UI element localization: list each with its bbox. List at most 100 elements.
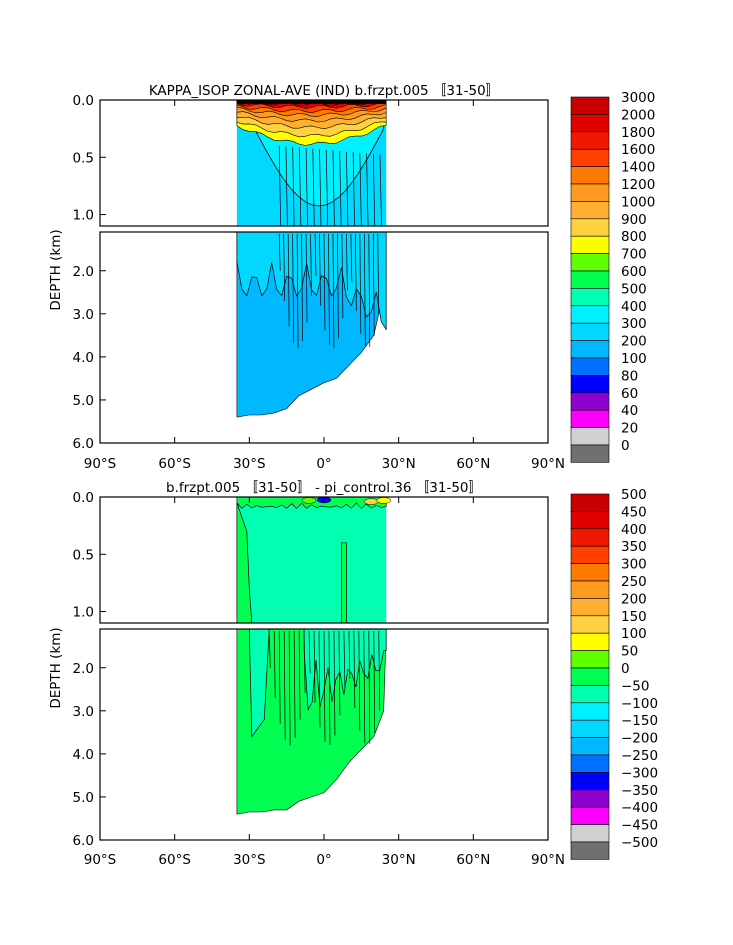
field-upper xyxy=(236,496,391,624)
colorbar-label: −350 xyxy=(621,783,658,799)
contour-line xyxy=(292,146,295,227)
colorbar-label: 20 xyxy=(621,421,638,437)
colorbar-label: 1400 xyxy=(621,160,655,176)
contour-line xyxy=(308,630,311,674)
chart-title: b.frzpt.005 〚31-50〛 - pi_control.36 〚31-… xyxy=(166,480,482,496)
y-tick-label: 0.5 xyxy=(73,150,94,166)
y-tick-label: 6.0 xyxy=(73,833,94,849)
chart-title: KAPPA_ISOP ZONAL-AVE (IND) b.frzpt.005 〚… xyxy=(149,83,499,99)
field-upper-anomaly xyxy=(301,497,317,504)
colorbar-label: 1600 xyxy=(621,142,655,158)
colorbar-swatch xyxy=(570,322,610,341)
colorbar-label: 200 xyxy=(621,334,647,350)
y-tick-label: 4.0 xyxy=(73,350,94,366)
y-tick-label: 1.0 xyxy=(73,605,94,621)
field-upper-column xyxy=(341,542,347,624)
colorbar: 3000200018001600140012001000900800700600… xyxy=(570,90,655,463)
colorbar-label: −500 xyxy=(621,835,658,851)
contour-line xyxy=(348,630,351,679)
colorbar-swatch xyxy=(570,789,610,808)
contour-line xyxy=(310,233,312,296)
y-tick-label: 4.0 xyxy=(73,747,94,763)
x-tick-label: 90°S xyxy=(84,456,117,472)
colorbar-swatch xyxy=(570,392,610,411)
y-axis-label: DEPTH (km) xyxy=(48,627,64,708)
colorbar-swatch xyxy=(570,235,610,254)
contour-line xyxy=(325,149,329,227)
y-tick-label: 1.0 xyxy=(73,208,94,224)
contour-line xyxy=(305,148,308,227)
contour-line xyxy=(333,630,336,736)
contour-line xyxy=(378,630,381,711)
x-tick-label: 90°N xyxy=(531,852,565,868)
field-upper-base xyxy=(236,497,387,623)
x-tick-label: 0° xyxy=(316,456,331,472)
y-axis-label: DEPTH (km) xyxy=(48,229,64,310)
colorbar-swatch xyxy=(570,545,610,564)
contour-streaks xyxy=(268,630,381,746)
colorbar-swatch xyxy=(570,340,610,359)
contour-line xyxy=(359,152,362,227)
contour-line xyxy=(332,233,335,348)
colorbar-swatch xyxy=(570,667,610,686)
colorbar-swatch xyxy=(570,806,610,825)
colorbar-label: 900 xyxy=(621,212,647,228)
contour-line xyxy=(303,630,306,693)
y-tick-label: 2.0 xyxy=(73,661,94,677)
contour-line xyxy=(298,630,301,720)
colorbar-label: 2000 xyxy=(621,107,655,123)
contour-line xyxy=(363,630,366,744)
x-tick-label: 0° xyxy=(316,852,331,868)
colorbar-label: 50 xyxy=(621,644,638,660)
colorbar-swatch xyxy=(570,493,610,512)
colorbar-label: 400 xyxy=(621,522,647,538)
contour-line xyxy=(346,151,349,227)
colorbar-label: 0 xyxy=(621,661,630,677)
colorbar-label: −400 xyxy=(621,800,658,816)
colorbar-label: 100 xyxy=(621,351,647,367)
y-tick-label: 6.0 xyxy=(73,436,94,452)
y-tick-label: 5.0 xyxy=(73,790,94,806)
colorbar-swatch xyxy=(570,650,610,669)
colorbar-label: −200 xyxy=(621,731,658,747)
colorbar-label: 600 xyxy=(621,264,647,280)
contour-line xyxy=(377,233,380,314)
contour-line xyxy=(368,233,371,348)
contour-line xyxy=(287,233,290,327)
contour-streaks xyxy=(278,145,382,349)
field-upper-strip xyxy=(236,502,253,624)
colorbar-swatch xyxy=(570,580,610,599)
colorbar-swatch xyxy=(570,270,610,289)
contour-line xyxy=(323,630,326,742)
contour-line xyxy=(339,150,342,227)
colorbar-swatch xyxy=(570,114,610,133)
contour-line xyxy=(373,630,376,733)
colorbar-label: 60 xyxy=(621,386,638,402)
colorbar-swatch xyxy=(570,511,610,530)
x-tick-label: 60°S xyxy=(158,852,191,868)
colorbar-swatch xyxy=(570,427,610,446)
colorbar-label: −450 xyxy=(621,818,658,834)
colorbar: 500450400350300250200150100500−50−100−15… xyxy=(570,487,658,860)
contour-line xyxy=(283,233,286,302)
field-upper-anomaly xyxy=(376,497,391,504)
y-tick-label: 2.0 xyxy=(73,264,94,280)
contour-line xyxy=(353,630,356,708)
colorbar-swatch xyxy=(570,719,610,738)
colorbar-swatch xyxy=(570,183,610,202)
contour-line xyxy=(372,153,376,227)
contour-line xyxy=(268,630,271,668)
colorbar-swatch xyxy=(570,375,610,394)
y-tick-label: 0.0 xyxy=(73,490,94,506)
x-tick-label: 30°N xyxy=(382,852,416,868)
contour-line xyxy=(278,145,282,227)
chart-panel-1: 90°S 60°S 30°S 0° 30°N 60°N 90°N 0.0 0.5 1.0 2.0 3.… xyxy=(48,83,655,472)
x-tick-label: 30°N xyxy=(382,456,416,472)
colorbar-swatch xyxy=(570,702,610,721)
colorbar-label: 800 xyxy=(621,229,647,245)
contour-line xyxy=(305,233,308,323)
colorbar-label: 300 xyxy=(621,557,647,573)
contour-line xyxy=(358,630,361,731)
contour-line xyxy=(293,630,296,738)
colorbar-label: 200 xyxy=(621,591,647,607)
